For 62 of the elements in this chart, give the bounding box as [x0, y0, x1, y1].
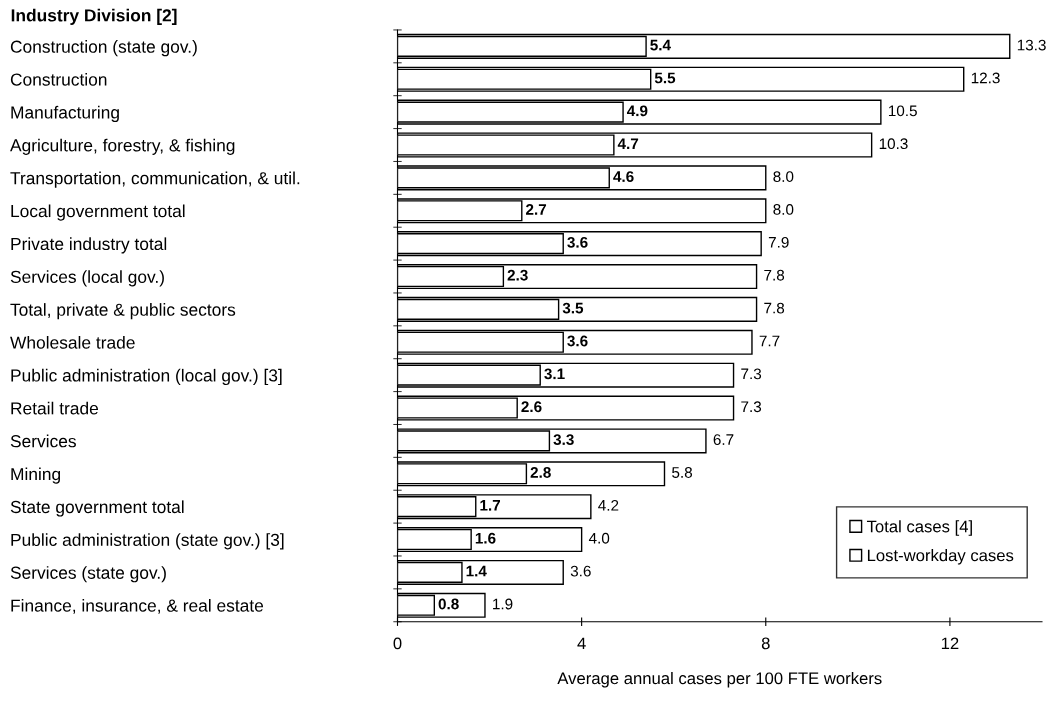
data-label: 10.5 — [888, 105, 917, 117]
data-label: 5.4 — [650, 39, 671, 51]
x-tick-label: 4 — [577, 637, 586, 650]
y-tick-label: Transportation, communication, & util. — [10, 171, 300, 188]
data-label: 5.5 — [654, 72, 676, 84]
data-label: 4.7 — [617, 138, 639, 149]
y-tick-label: Public administration (state gov.) [3] — [11, 533, 284, 550]
data-label: 7.7 — [759, 335, 780, 347]
y-tick-label: Public administration (local gov.) [3] — [11, 368, 282, 386]
data-label: 8.0 — [773, 171, 794, 182]
data-label: 6.7 — [713, 434, 734, 446]
data-label: 3.6 — [567, 236, 588, 248]
data-label: 2.8 — [530, 467, 551, 478]
y-tick-label: Total, private & public sectors — [10, 303, 236, 320]
y-tick-label: Mining — [11, 467, 61, 484]
data-label: 2.6 — [521, 401, 542, 413]
legend-label: Total cases [4] — [866, 520, 972, 536]
y-tick-label: Services (state gov.) — [10, 566, 166, 583]
legend-label: Lost-workday cases — [867, 549, 1014, 565]
data-label: 3.5 — [562, 302, 584, 314]
y-tick-label: State government total — [10, 500, 184, 517]
data-label: 0.8 — [438, 598, 459, 610]
y-tick-label: Manufacturing — [11, 105, 119, 123]
data-label: 1.9 — [493, 598, 513, 610]
x-tick-label: 8 — [761, 637, 770, 650]
y-tick-label: Construction (state gov.) — [10, 40, 197, 57]
data-label: 3.1 — [544, 368, 565, 380]
text: Industry Division [2] — [11, 8, 177, 25]
data-label: 7.8 — [764, 269, 785, 281]
y-tick-label: Wholesale trade — [10, 335, 135, 349]
data-label: 4.2 — [598, 499, 619, 511]
data-label: 4.0 — [588, 532, 610, 544]
data-label: 7.9 — [768, 236, 789, 248]
y-tick-label: Services (local gov.) — [10, 270, 164, 287]
y-tick-label: Retail trade — [11, 401, 99, 415]
data-label: 3.6 — [570, 565, 591, 577]
x-tick-label: 0 — [393, 637, 402, 650]
y-tick-label: Private industry total — [11, 237, 167, 254]
data-label: 7.3 — [741, 401, 762, 413]
data-label: 1.4 — [466, 565, 487, 577]
data-label: 2.3 — [507, 269, 528, 281]
data-label: 7.8 — [764, 302, 785, 314]
y-tick-label: Local government total — [11, 204, 185, 221]
data-label: 2.7 — [526, 204, 547, 215]
data-label: 7.3 — [741, 368, 762, 380]
data-label: 1.7 — [480, 500, 501, 511]
y-tick-label: Finance, insurance, & real estate — [11, 599, 264, 614]
data-label: 4.9 — [626, 105, 648, 117]
data-label: 10.3 — [879, 138, 908, 150]
data-label: 5.8 — [672, 467, 693, 478]
y-tick-label: Services — [10, 434, 76, 448]
data-label: 3.3 — [553, 434, 574, 446]
data-label: 13.3 — [1017, 39, 1046, 51]
data-label: 12.3 — [971, 72, 1000, 84]
data-label: 4.6 — [613, 171, 634, 182]
data-label: 1.6 — [475, 532, 496, 544]
data-label: 8.0 — [773, 204, 794, 215]
y-tick-label: Agriculture, forestry, & fishing — [10, 138, 235, 155]
x-tick-label: 12 — [941, 637, 959, 650]
y-tick-label: Construction — [10, 72, 107, 86]
x-axis-title: Average annual cases per 100 FTE workers — [557, 671, 882, 688]
data-label: 3.6 — [567, 335, 588, 347]
